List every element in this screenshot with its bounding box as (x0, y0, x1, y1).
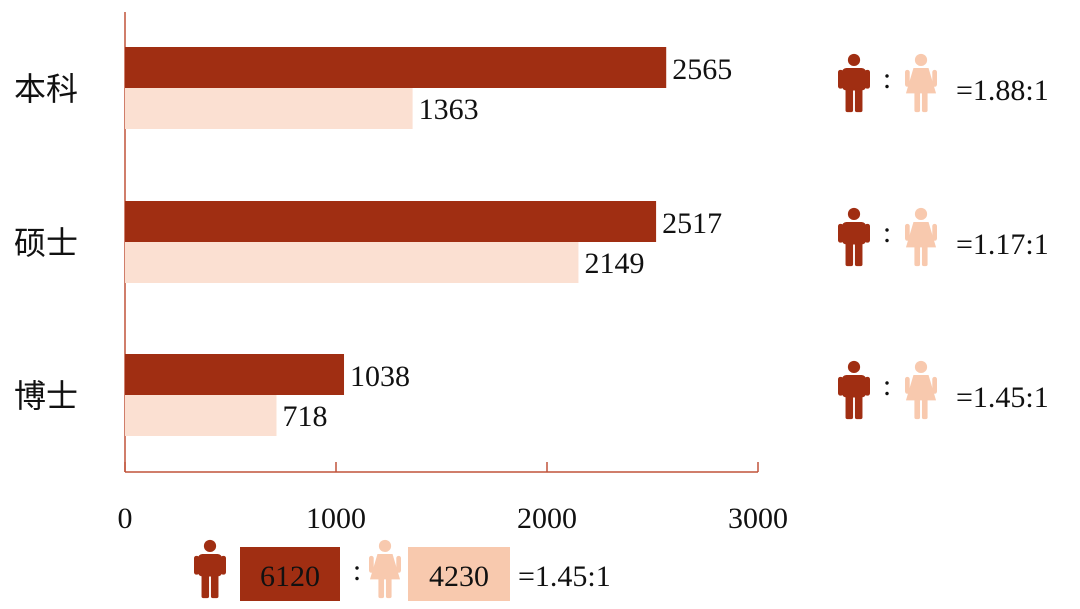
value-label-female: 718 (282, 400, 327, 433)
total-female-value: 4230 (429, 560, 489, 593)
total-male-value: 6120 (260, 560, 320, 593)
x-tick-label: 0 (118, 502, 133, 535)
total-female-box (408, 547, 510, 601)
value-labels: 2565 1363 2517 2149 1038 718 (282, 53, 732, 433)
bar-female (125, 88, 413, 129)
bar-male (125, 201, 657, 242)
totals-row: 6120 : 4230 =1.45:1 (194, 539, 611, 601)
total-man-icon (194, 539, 226, 599)
x-tick-label: 3000 (728, 502, 788, 535)
bars (125, 47, 667, 436)
bar-male (125, 354, 345, 395)
bar-female (125, 395, 277, 436)
value-label-male: 1038 (350, 360, 410, 393)
value-label-female: 2149 (584, 247, 644, 280)
bar-female (125, 242, 579, 283)
man-icon (838, 207, 870, 267)
ratio-value: =1.17:1 (956, 228, 1049, 261)
bar-male (125, 47, 667, 88)
man-icon (838, 53, 870, 113)
man-icon (838, 360, 870, 420)
total-colon: : (353, 554, 361, 587)
total-male-box (240, 547, 340, 601)
x-tick-label: 1000 (306, 502, 366, 535)
x-ticks: 0 1000 2000 3000 (118, 462, 788, 535)
x-tick-label: 2000 (517, 502, 577, 535)
woman-icon (905, 53, 937, 113)
value-label-male: 2517 (662, 207, 722, 240)
ratio-colon: : (883, 369, 891, 402)
ratio-colon: : (883, 216, 891, 249)
total-woman-icon (369, 539, 401, 599)
value-label-female: 1363 (419, 93, 479, 126)
category-label: 硕士 (14, 224, 78, 262)
ratio-legends: : =1.88:1: =1.17:1: =1.45:1 (838, 53, 1049, 420)
category-label: 博士 (14, 377, 78, 415)
value-label-male: 2565 (672, 53, 732, 86)
ratio-value: =1.45:1 (956, 381, 1049, 414)
woman-icon (905, 207, 937, 267)
ratio-colon: : (883, 62, 891, 95)
total-ratio: =1.45:1 (518, 560, 611, 593)
ratio-value: =1.88:1 (956, 74, 1049, 107)
woman-icon (905, 360, 937, 420)
category-label: 本科 (14, 70, 78, 108)
